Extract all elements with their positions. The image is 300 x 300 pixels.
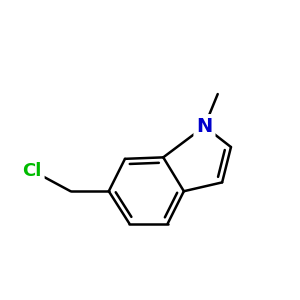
Text: N: N: [196, 117, 213, 136]
Text: Cl: Cl: [22, 162, 42, 180]
